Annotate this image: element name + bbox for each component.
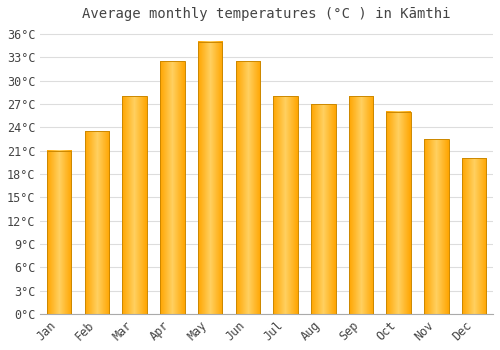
Bar bbox=[84, 131, 109, 314]
Bar bbox=[236, 61, 260, 314]
Bar bbox=[462, 159, 486, 314]
Bar bbox=[386, 112, 411, 314]
Bar bbox=[348, 96, 374, 314]
Bar bbox=[198, 42, 222, 314]
Bar bbox=[160, 61, 184, 314]
Bar bbox=[47, 150, 72, 314]
Bar bbox=[122, 96, 147, 314]
Bar bbox=[424, 139, 448, 314]
Bar bbox=[311, 104, 336, 314]
Bar bbox=[274, 96, 298, 314]
Title: Average monthly temperatures (°C ) in Kāmthi: Average monthly temperatures (°C ) in Kā… bbox=[82, 7, 451, 21]
